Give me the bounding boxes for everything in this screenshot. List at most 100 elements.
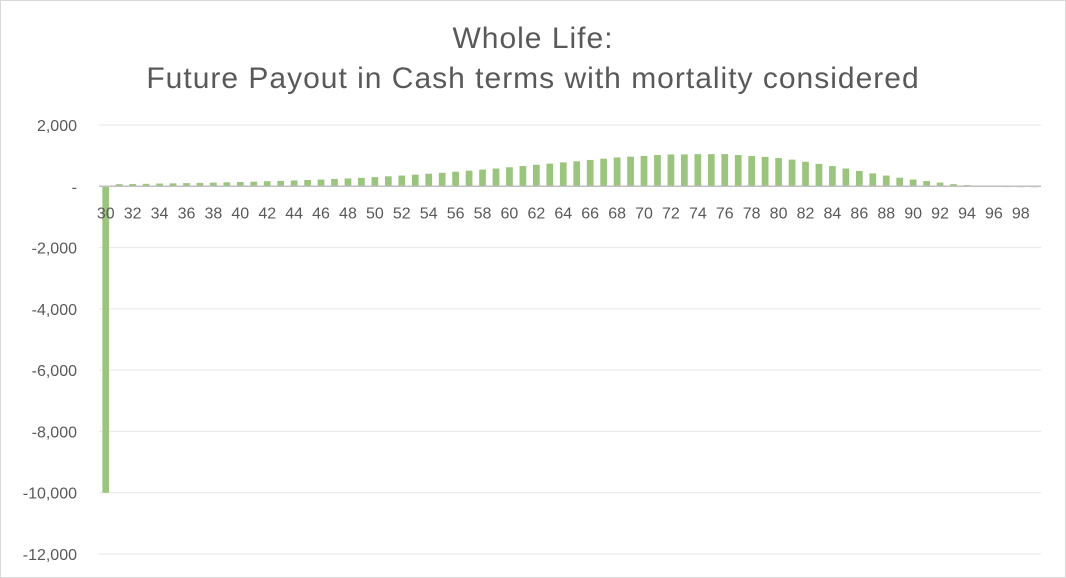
bar xyxy=(654,155,661,187)
x-tick-label: 36 xyxy=(178,205,196,222)
bar xyxy=(317,179,325,187)
x-tick-label: 42 xyxy=(258,205,276,222)
bar xyxy=(600,158,608,187)
bar xyxy=(250,181,258,187)
bar xyxy=(586,159,594,187)
x-tick-label: 82 xyxy=(797,205,815,222)
bar xyxy=(492,168,500,187)
x-tick-label: 30 xyxy=(97,205,115,222)
bar xyxy=(532,164,540,187)
x-tick-label: 98 xyxy=(1012,205,1030,222)
x-tick-label: 80 xyxy=(770,205,788,222)
bar xyxy=(869,173,877,187)
x-tick-label: 34 xyxy=(151,205,169,222)
x-tick-label: 86 xyxy=(850,205,868,222)
bar xyxy=(761,156,769,187)
bar xyxy=(667,154,675,187)
bar xyxy=(115,184,123,187)
x-tick-label: 40 xyxy=(231,205,249,222)
bar xyxy=(734,155,742,187)
bar xyxy=(882,175,890,187)
x-tick-label: 58 xyxy=(474,205,492,222)
bar xyxy=(479,169,486,187)
bar xyxy=(923,181,930,187)
bar xyxy=(102,186,110,493)
x-tick-label: 72 xyxy=(662,205,680,222)
bar xyxy=(344,178,352,187)
bar xyxy=(721,154,729,187)
bar xyxy=(129,183,137,187)
bar xyxy=(290,180,298,187)
x-tick-label: 78 xyxy=(743,205,761,222)
bar xyxy=(842,168,850,187)
bar xyxy=(559,162,567,187)
bar xyxy=(896,177,904,187)
x-tick-label: 84 xyxy=(824,205,842,222)
bar xyxy=(263,181,271,187)
x-tick-label: 60 xyxy=(501,205,519,222)
x-tick-label: 64 xyxy=(554,205,572,222)
x-tick-label: 52 xyxy=(393,205,411,222)
bar xyxy=(613,157,621,187)
x-tick-label: 32 xyxy=(124,205,142,222)
bar xyxy=(371,177,379,187)
x-tick-label: 76 xyxy=(716,205,734,222)
bar xyxy=(304,180,311,187)
bar xyxy=(936,182,944,187)
bar xyxy=(788,159,796,187)
bar xyxy=(748,155,756,187)
x-tick-label: 48 xyxy=(339,205,357,222)
bar xyxy=(156,183,163,187)
chart-title-line2: Future Payout in Cash terms with mortali… xyxy=(146,62,920,95)
x-tick-label: 74 xyxy=(689,205,707,222)
bar xyxy=(775,158,782,187)
chart-title-line1: Whole Life: xyxy=(452,22,614,55)
x-tick-label: 66 xyxy=(581,205,599,222)
bar xyxy=(694,154,702,187)
x-tick-label: 88 xyxy=(877,205,895,222)
x-tick-label: 68 xyxy=(608,205,626,222)
x-tick-label: 54 xyxy=(420,205,438,222)
bar xyxy=(277,180,285,187)
y-tick-label: -12,000 xyxy=(23,547,77,564)
bar xyxy=(223,182,231,187)
chart-title: Whole Life: Future Payout in Cash terms … xyxy=(1,19,1065,99)
bar xyxy=(506,167,513,187)
x-tick-label: 90 xyxy=(904,205,922,222)
bar xyxy=(425,173,433,187)
bar xyxy=(331,178,338,187)
y-tick-label: -6,000 xyxy=(32,363,77,380)
bar xyxy=(452,171,459,187)
x-tick-label: 38 xyxy=(204,205,222,222)
x-tick-label: 50 xyxy=(366,205,384,222)
x-tick-label: 56 xyxy=(447,205,465,222)
y-tick-label: -8,000 xyxy=(32,424,77,441)
y-tick-label: -10,000 xyxy=(23,486,77,503)
y-tick-label: 2,000 xyxy=(37,118,77,135)
y-tick-label: -2,000 xyxy=(32,241,77,258)
bar xyxy=(236,181,244,187)
x-tick-label: 46 xyxy=(312,205,330,222)
bar xyxy=(142,183,150,187)
bar xyxy=(411,174,419,187)
x-tick-label: 94 xyxy=(958,205,976,222)
bar xyxy=(210,182,217,187)
bar xyxy=(909,179,917,187)
bar xyxy=(398,175,406,187)
bar xyxy=(183,183,190,187)
bar xyxy=(519,166,527,187)
bar xyxy=(358,177,365,187)
bar xyxy=(815,163,823,187)
bar xyxy=(573,161,581,187)
bar xyxy=(829,166,836,187)
bar xyxy=(681,154,688,187)
bar xyxy=(465,170,473,187)
y-tick-label: - xyxy=(72,179,77,196)
x-tick-label: 62 xyxy=(527,205,545,222)
bar xyxy=(855,170,863,187)
bar xyxy=(802,161,809,187)
bar xyxy=(707,154,715,187)
x-tick-label: 44 xyxy=(285,205,303,222)
x-tick-label: 92 xyxy=(931,205,949,222)
